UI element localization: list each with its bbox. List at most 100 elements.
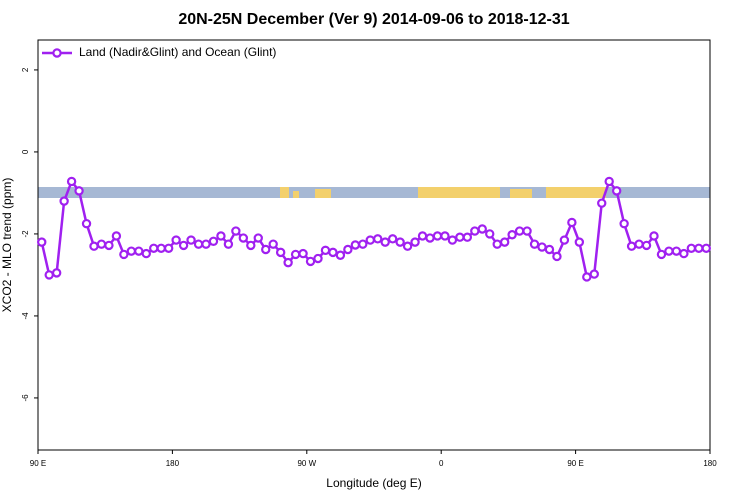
- data-point: [126, 246, 137, 256]
- data-point: [395, 237, 405, 247]
- legend-marker: [52, 48, 62, 58]
- data-point: [559, 235, 570, 245]
- y-tick-label: -4: [21, 312, 30, 320]
- x-tick-label: 90 E: [30, 459, 46, 468]
- data-point: [350, 240, 361, 250]
- land-patch: [546, 187, 606, 198]
- data-point: [619, 218, 629, 229]
- data-point: [634, 239, 644, 249]
- data-point: [611, 186, 622, 196]
- data-point: [305, 256, 316, 267]
- data-point: [402, 241, 413, 251]
- data-point: [455, 232, 465, 242]
- data-point: [671, 246, 682, 256]
- x-tick-label: 0: [439, 459, 444, 468]
- data-point: [529, 239, 540, 249]
- data-point: [238, 233, 249, 243]
- legend-label: Land (Nadir&Glint) and Ocean (Glint): [79, 45, 276, 59]
- data-point: [410, 237, 420, 247]
- data-point: [567, 217, 577, 228]
- data-point: [74, 186, 84, 196]
- data-point: [134, 246, 144, 256]
- data-point: [37, 237, 47, 247]
- data-point: [231, 226, 241, 236]
- x-tick-label: 90 E: [567, 459, 583, 468]
- data-point: [253, 233, 263, 243]
- data-point: [537, 242, 547, 252]
- data-point: [298, 248, 308, 259]
- data-point: [141, 248, 151, 259]
- data-point: [694, 243, 704, 253]
- data-point: [373, 234, 383, 244]
- data-point: [275, 247, 286, 258]
- data-point: [119, 249, 129, 260]
- land-patch: [510, 189, 532, 198]
- data-point: [470, 226, 480, 236]
- data-point: [492, 239, 502, 249]
- data-point: [582, 272, 592, 282]
- data-point: [51, 268, 62, 278]
- data-point: [81, 218, 92, 229]
- data-point: [686, 243, 697, 253]
- data-point: [313, 253, 323, 264]
- data-point: [89, 241, 99, 251]
- data-point: [320, 245, 331, 256]
- data-point: [425, 233, 435, 243]
- data-point: [365, 235, 375, 245]
- y-tick-label: 0: [21, 149, 30, 154]
- map-strip: [38, 187, 710, 198]
- data-point: [208, 236, 219, 247]
- land-patch: [293, 191, 299, 198]
- x-axis-label: Longitude (deg E): [326, 476, 421, 490]
- x-tick-label: 180: [703, 459, 717, 468]
- data-point: [104, 240, 114, 251]
- data-point: [432, 231, 443, 241]
- data-point: [544, 244, 555, 255]
- data-point: [477, 224, 487, 234]
- y-tick-label: -2: [21, 230, 30, 238]
- data-point: [201, 239, 211, 249]
- data-point: [193, 239, 204, 249]
- data-point: [261, 244, 271, 255]
- data-point: [290, 249, 301, 260]
- data-point: [44, 270, 54, 280]
- data-point: [701, 243, 711, 253]
- chart-title: 20N-25N December (Ver 9) 2014-09-06 to 2…: [178, 11, 569, 28]
- data-point: [343, 244, 353, 255]
- data-point: [447, 235, 458, 245]
- data-point: [656, 249, 667, 260]
- x-tick-label: 90 W: [297, 459, 316, 468]
- data-point: [163, 243, 174, 253]
- data-point: [522, 226, 532, 236]
- y-tick-label: 2: [21, 67, 30, 72]
- data-point: [283, 257, 293, 268]
- data-point: [574, 237, 585, 247]
- data-point: [186, 235, 196, 245]
- data-point: [679, 248, 689, 259]
- data-point: [626, 241, 637, 251]
- data-point: [246, 240, 256, 251]
- data-point: [59, 196, 69, 206]
- data-point: [552, 251, 562, 262]
- data-point: [171, 235, 181, 245]
- data-point: [649, 231, 659, 241]
- land-patch: [418, 187, 500, 198]
- data-point: [440, 231, 450, 241]
- data-point: [417, 231, 428, 241]
- land-patch: [315, 189, 331, 198]
- data-point: [664, 246, 674, 256]
- plot-frame: [37, 39, 711, 451]
- ocean-strip: [38, 187, 710, 198]
- data-point: [178, 240, 189, 251]
- data-point: [223, 239, 234, 249]
- data-point: [268, 239, 278, 249]
- land-patch: [280, 187, 289, 198]
- data-point: [216, 231, 226, 241]
- data-point: [328, 247, 338, 258]
- data-point: [96, 239, 107, 249]
- data-point: [66, 176, 77, 187]
- y-axis-label: XCO2 - MLO trend (ppm): [0, 178, 14, 313]
